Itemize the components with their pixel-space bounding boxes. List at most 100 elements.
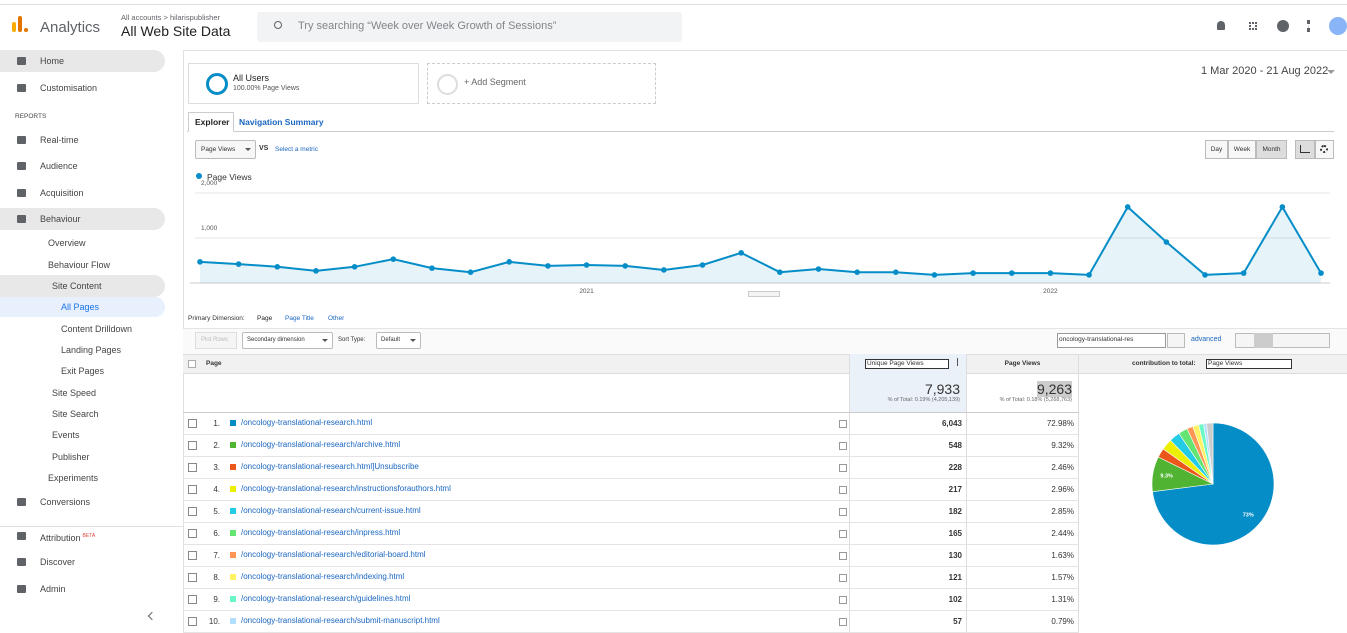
search-box[interactable] — [257, 12, 682, 42]
metric-select[interactable] — [195, 140, 256, 159]
open-link-icon[interactable] — [839, 464, 847, 472]
chart-resize-handle[interactable] — [748, 291, 780, 297]
contribution-label: contribution to total: — [1132, 360, 1196, 367]
dimension-option[interactable]: Page — [257, 315, 273, 322]
sort-select[interactable] — [376, 332, 421, 349]
help-icon[interactable] — [1277, 20, 1289, 32]
row-checkbox[interactable] — [188, 441, 197, 450]
sort-arrow[interactable] — [957, 358, 958, 366]
notifications-icon[interactable] — [1217, 21, 1225, 30]
open-link-icon[interactable] — [839, 530, 847, 538]
row-checkbox[interactable] — [188, 507, 197, 516]
point — [699, 262, 706, 268]
tab-active[interactable] — [188, 112, 234, 132]
page-link[interactable]: /oncology-translational-research/inpress… — [241, 528, 401, 537]
property-selector[interactable]: All Web Site Data — [121, 23, 231, 39]
nav-item[interactable]: Customisation — [40, 83, 98, 93]
row-checkbox[interactable] — [188, 529, 197, 538]
select-all-checkbox[interactable] — [188, 360, 196, 368]
open-link-icon[interactable] — [839, 508, 847, 516]
column-header[interactable]: Unique Page Views — [867, 360, 924, 367]
nav-item[interactable]: Discover — [40, 557, 76, 567]
nav-item[interactable]: Site Content — [52, 281, 102, 291]
column-header[interactable]: Page Views — [1004, 360, 1041, 367]
nav-item[interactable]: Home — [40, 56, 65, 66]
nav-item[interactable]: All Pages — [61, 302, 100, 312]
date-range[interactable]: 1 Mar 2020 - 21 Aug 2022 — [1201, 65, 1329, 77]
row-checkbox[interactable] — [188, 595, 197, 604]
nav-item[interactable]: Experiments — [48, 473, 99, 483]
line-chart-button[interactable] — [1295, 140, 1315, 159]
nav-item[interactable]: Conversions — [40, 497, 91, 507]
nav-item[interactable]: Events — [52, 430, 80, 440]
nav-item[interactable]: Behaviour — [40, 214, 81, 224]
open-link-icon[interactable] — [839, 618, 847, 626]
apps-icon[interactable] — [1249, 22, 1257, 30]
avatar[interactable] — [1329, 17, 1347, 35]
interval-button[interactable]: Week — [1228, 140, 1256, 159]
row-checkbox[interactable] — [188, 419, 197, 428]
breadcrumb[interactable]: All accounts > hilarispublisher — [121, 13, 221, 22]
nav-item[interactable]: Site Speed — [52, 388, 97, 398]
open-link-icon[interactable] — [839, 486, 847, 494]
point — [970, 270, 976, 276]
secondary-dimension-select[interactable] — [242, 332, 333, 349]
column-select[interactable] — [865, 359, 949, 369]
page-link[interactable]: /oncology-translational-research.html]Un… — [241, 462, 419, 471]
open-link-icon[interactable] — [839, 552, 847, 560]
nav-item[interactable]: Acquisition — [40, 188, 84, 198]
segment-circle — [206, 73, 228, 95]
segment-card[interactable] — [188, 63, 419, 104]
nav-item[interactable]: Exit Pages — [61, 366, 105, 376]
page-link[interactable]: /oncology-translational-research/instruc… — [241, 484, 451, 493]
page-link[interactable]: /oncology-translational-research/indexin… — [241, 572, 405, 581]
page-link[interactable]: /oncology-translational-research/submit-… — [241, 616, 440, 625]
secondary-dimension-label: Secondary dimension — [247, 337, 305, 343]
row-checkbox[interactable] — [188, 463, 197, 472]
select-metric[interactable]: Select a metric — [275, 146, 318, 153]
open-link-icon[interactable] — [839, 574, 847, 582]
nav-item[interactable]: Admin — [40, 584, 66, 594]
contribution-select[interactable] — [1206, 359, 1292, 369]
nav-item[interactable]: Publisher — [52, 452, 90, 462]
page-link[interactable]: /oncology-translational-research/current… — [241, 506, 421, 515]
row-checkbox[interactable] — [188, 617, 197, 626]
nav-item[interactable]: Real-time — [40, 135, 79, 145]
dimension-option[interactable]: Page Title — [285, 315, 314, 322]
page-link[interactable]: /oncology-translational-research.html — [241, 418, 373, 427]
point — [429, 265, 435, 271]
filter-input[interactable] — [1057, 333, 1166, 348]
tab[interactable]: Navigation Summary — [239, 117, 324, 127]
interval-button[interactable]: Day — [1205, 140, 1228, 159]
nav-item[interactable]: Audience — [40, 161, 78, 171]
open-link-icon[interactable] — [839, 596, 847, 604]
page-link[interactable]: /oncology-translational-research/editori… — [241, 550, 426, 559]
advanced-filter[interactable]: advanced — [1191, 336, 1222, 343]
row-checkbox[interactable] — [188, 551, 197, 560]
more-icon[interactable] — [1307, 20, 1310, 32]
page-link[interactable]: /oncology-translational-research/guideli… — [241, 594, 411, 603]
add-segment-card[interactable] — [427, 63, 656, 104]
nav-item[interactable]: Landing Pages — [61, 345, 122, 355]
filter-search-button[interactable] — [1167, 333, 1185, 348]
nav-item[interactable]: Content Drilldown — [61, 324, 133, 334]
nav-item[interactable]: Overview — [48, 238, 86, 248]
open-link-icon[interactable] — [839, 442, 847, 450]
nav-item[interactable]: Attribution BETA — [40, 533, 96, 543]
row-checkbox[interactable] — [188, 573, 197, 582]
view-switcher[interactable] — [1235, 333, 1330, 348]
column-header[interactable]: Page — [206, 360, 222, 367]
nav-item[interactable]: Behaviour Flow — [48, 260, 111, 270]
view-pie-active[interactable] — [1254, 333, 1273, 348]
interval-button[interactable]: Month — [1256, 140, 1287, 159]
row-number: 8. — [213, 573, 220, 582]
tab[interactable]: Explorer — [195, 117, 230, 127]
row-checkbox[interactable] — [188, 485, 197, 494]
logo-bar — [18, 16, 22, 32]
page-link[interactable]: /oncology-translational-research/archive… — [241, 440, 401, 449]
add-segment[interactable]: + Add Segment — [464, 77, 526, 87]
collapse-button[interactable] — [147, 611, 157, 621]
open-link-icon[interactable] — [839, 420, 847, 428]
nav-item[interactable]: Site Search — [52, 409, 99, 419]
dimension-option[interactable]: Other — [328, 315, 345, 322]
